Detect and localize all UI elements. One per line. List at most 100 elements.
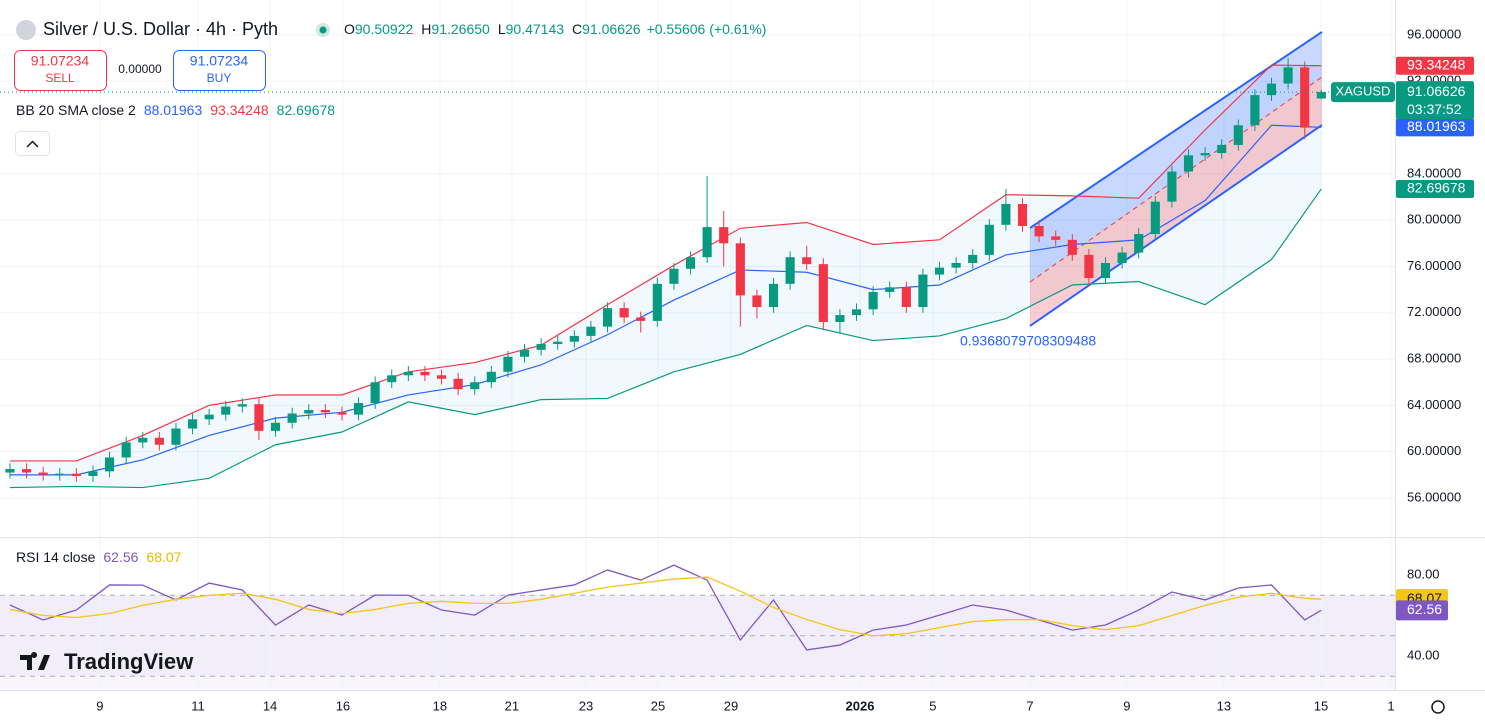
buy-button[interactable] (173, 50, 266, 91)
y-tick-label: 84.00000 (1407, 165, 1461, 180)
candle-body (685, 257, 696, 269)
band-fill (9, 65, 1322, 488)
candle-body (901, 287, 911, 307)
candle-body (121, 442, 131, 458)
candle-body (337, 412, 347, 415)
rsi-legend: RSI 14 close 62.56 68.07 (16, 549, 182, 565)
candle-body (553, 341, 563, 345)
candle-body (885, 287, 895, 292)
candle-body (752, 295, 762, 307)
settings-icon[interactable] (1431, 700, 1445, 714)
channel-middle (1029, 76, 1323, 283)
candle-body (586, 326, 596, 336)
candle-body (486, 371, 496, 383)
symbol-tag: XAGUSD (1336, 84, 1391, 99)
sell-label[interactable]: SELL (45, 71, 75, 85)
bb-value: 82.69678 (277, 102, 336, 118)
candle-body (652, 283, 662, 321)
candle-body (934, 267, 945, 275)
candle-body (1017, 203, 1028, 226)
candle-body (21, 469, 32, 473)
candle-body (204, 414, 214, 420)
buy-label[interactable]: BUY (207, 71, 232, 85)
candle-body (1067, 239, 1077, 255)
candle-body (768, 283, 779, 307)
candle-body (802, 257, 812, 265)
candle-body (320, 410, 330, 413)
rsi-tag: 62.56 (1407, 601, 1442, 617)
candle-body (420, 371, 430, 376)
rsi-line (9, 564, 1322, 651)
ohlc-value: 91.06626 (582, 21, 641, 37)
candle-body (1034, 225, 1044, 237)
x-tick-label: 18 (433, 698, 447, 713)
x-tick-label: 2026 (846, 698, 875, 713)
channel-label: 0.9368079708309488 (960, 333, 1096, 349)
candle-body (851, 309, 862, 316)
x-tick-label: 15 (1314, 698, 1328, 713)
candle-body (470, 382, 480, 390)
rsi-name: RSI 14 close (16, 549, 96, 565)
candle-body (1283, 67, 1293, 84)
x-tick-label: 21 (505, 698, 519, 713)
candle-body (71, 473, 81, 476)
price-tag-bg (1396, 179, 1474, 198)
candle-body (370, 382, 380, 404)
logo: TradingView (20, 649, 194, 674)
countdown: 03:37:52 (1407, 101, 1462, 117)
bb-legend: BB 20 SMA close 2 88.01963 93.34248 82.6967… (16, 102, 335, 118)
candle-body (1134, 234, 1144, 253)
band-line (9, 124, 1322, 476)
candle-body (1200, 153, 1210, 156)
candle-body (569, 335, 579, 342)
candle-body (818, 264, 828, 323)
ohlc-label: H (421, 21, 431, 37)
candle-body (669, 268, 679, 284)
collapse-icon[interactable] (26, 140, 39, 148)
price-tag: 88.01963 (1407, 118, 1466, 134)
rsi-line (9, 576, 1322, 637)
buy-price[interactable]: 91.07234 (190, 53, 249, 69)
candle-body (171, 428, 181, 445)
candle-body (951, 263, 961, 268)
candle-body (1001, 203, 1011, 225)
logo-text: TradingView (64, 649, 194, 674)
x-tick-label: 14 (263, 698, 277, 713)
rsi-value: 62.56 (103, 549, 138, 565)
candle-body (519, 349, 530, 357)
rsi-tick-label: 40.00 (1407, 647, 1440, 662)
candle-body (270, 422, 281, 431)
sell-button[interactable] (14, 50, 107, 91)
collapse-button[interactable] (15, 131, 50, 156)
candle-body (38, 472, 48, 475)
ohlc-value: 90.50922 (355, 21, 414, 37)
sell-price[interactable]: 91.07234 (31, 53, 90, 69)
candle-body (868, 291, 878, 310)
rsi-tick-label: 80.00 (1407, 566, 1440, 581)
y-tick-label: 56.00000 (1407, 489, 1461, 504)
rsi-lower-shade (0, 676, 1395, 690)
y-tick-label: 76.00000 (1407, 258, 1461, 273)
x-tick-label: 9 (1123, 698, 1130, 713)
band-line (9, 188, 1322, 489)
ohlc-value: 90.47143 (506, 21, 565, 37)
ohlc-label: L (498, 21, 506, 37)
y-tick-label: 96.00000 (1407, 26, 1461, 41)
price-tag-bg (1396, 56, 1474, 75)
header: Silver / U.S. Dollar · 4h · Pyth O90.509… (14, 19, 1445, 714)
rsi-value: 68.07 (146, 549, 181, 565)
bb-value: 93.34248 (210, 102, 269, 118)
x-tick-label: 25 (651, 698, 665, 713)
ohlc-value: 91.26650 (431, 21, 490, 37)
symbol-tag-bg (1331, 82, 1395, 103)
candle-body (1084, 254, 1094, 279)
candle-body (436, 375, 447, 379)
candle-body (719, 227, 729, 244)
price-tag-bg (1396, 118, 1474, 137)
candle-body (254, 404, 264, 431)
rsi-band (0, 595, 1395, 677)
x-tick-label: 11 (191, 698, 205, 713)
candle-body (984, 224, 994, 255)
candle-body (918, 274, 928, 307)
